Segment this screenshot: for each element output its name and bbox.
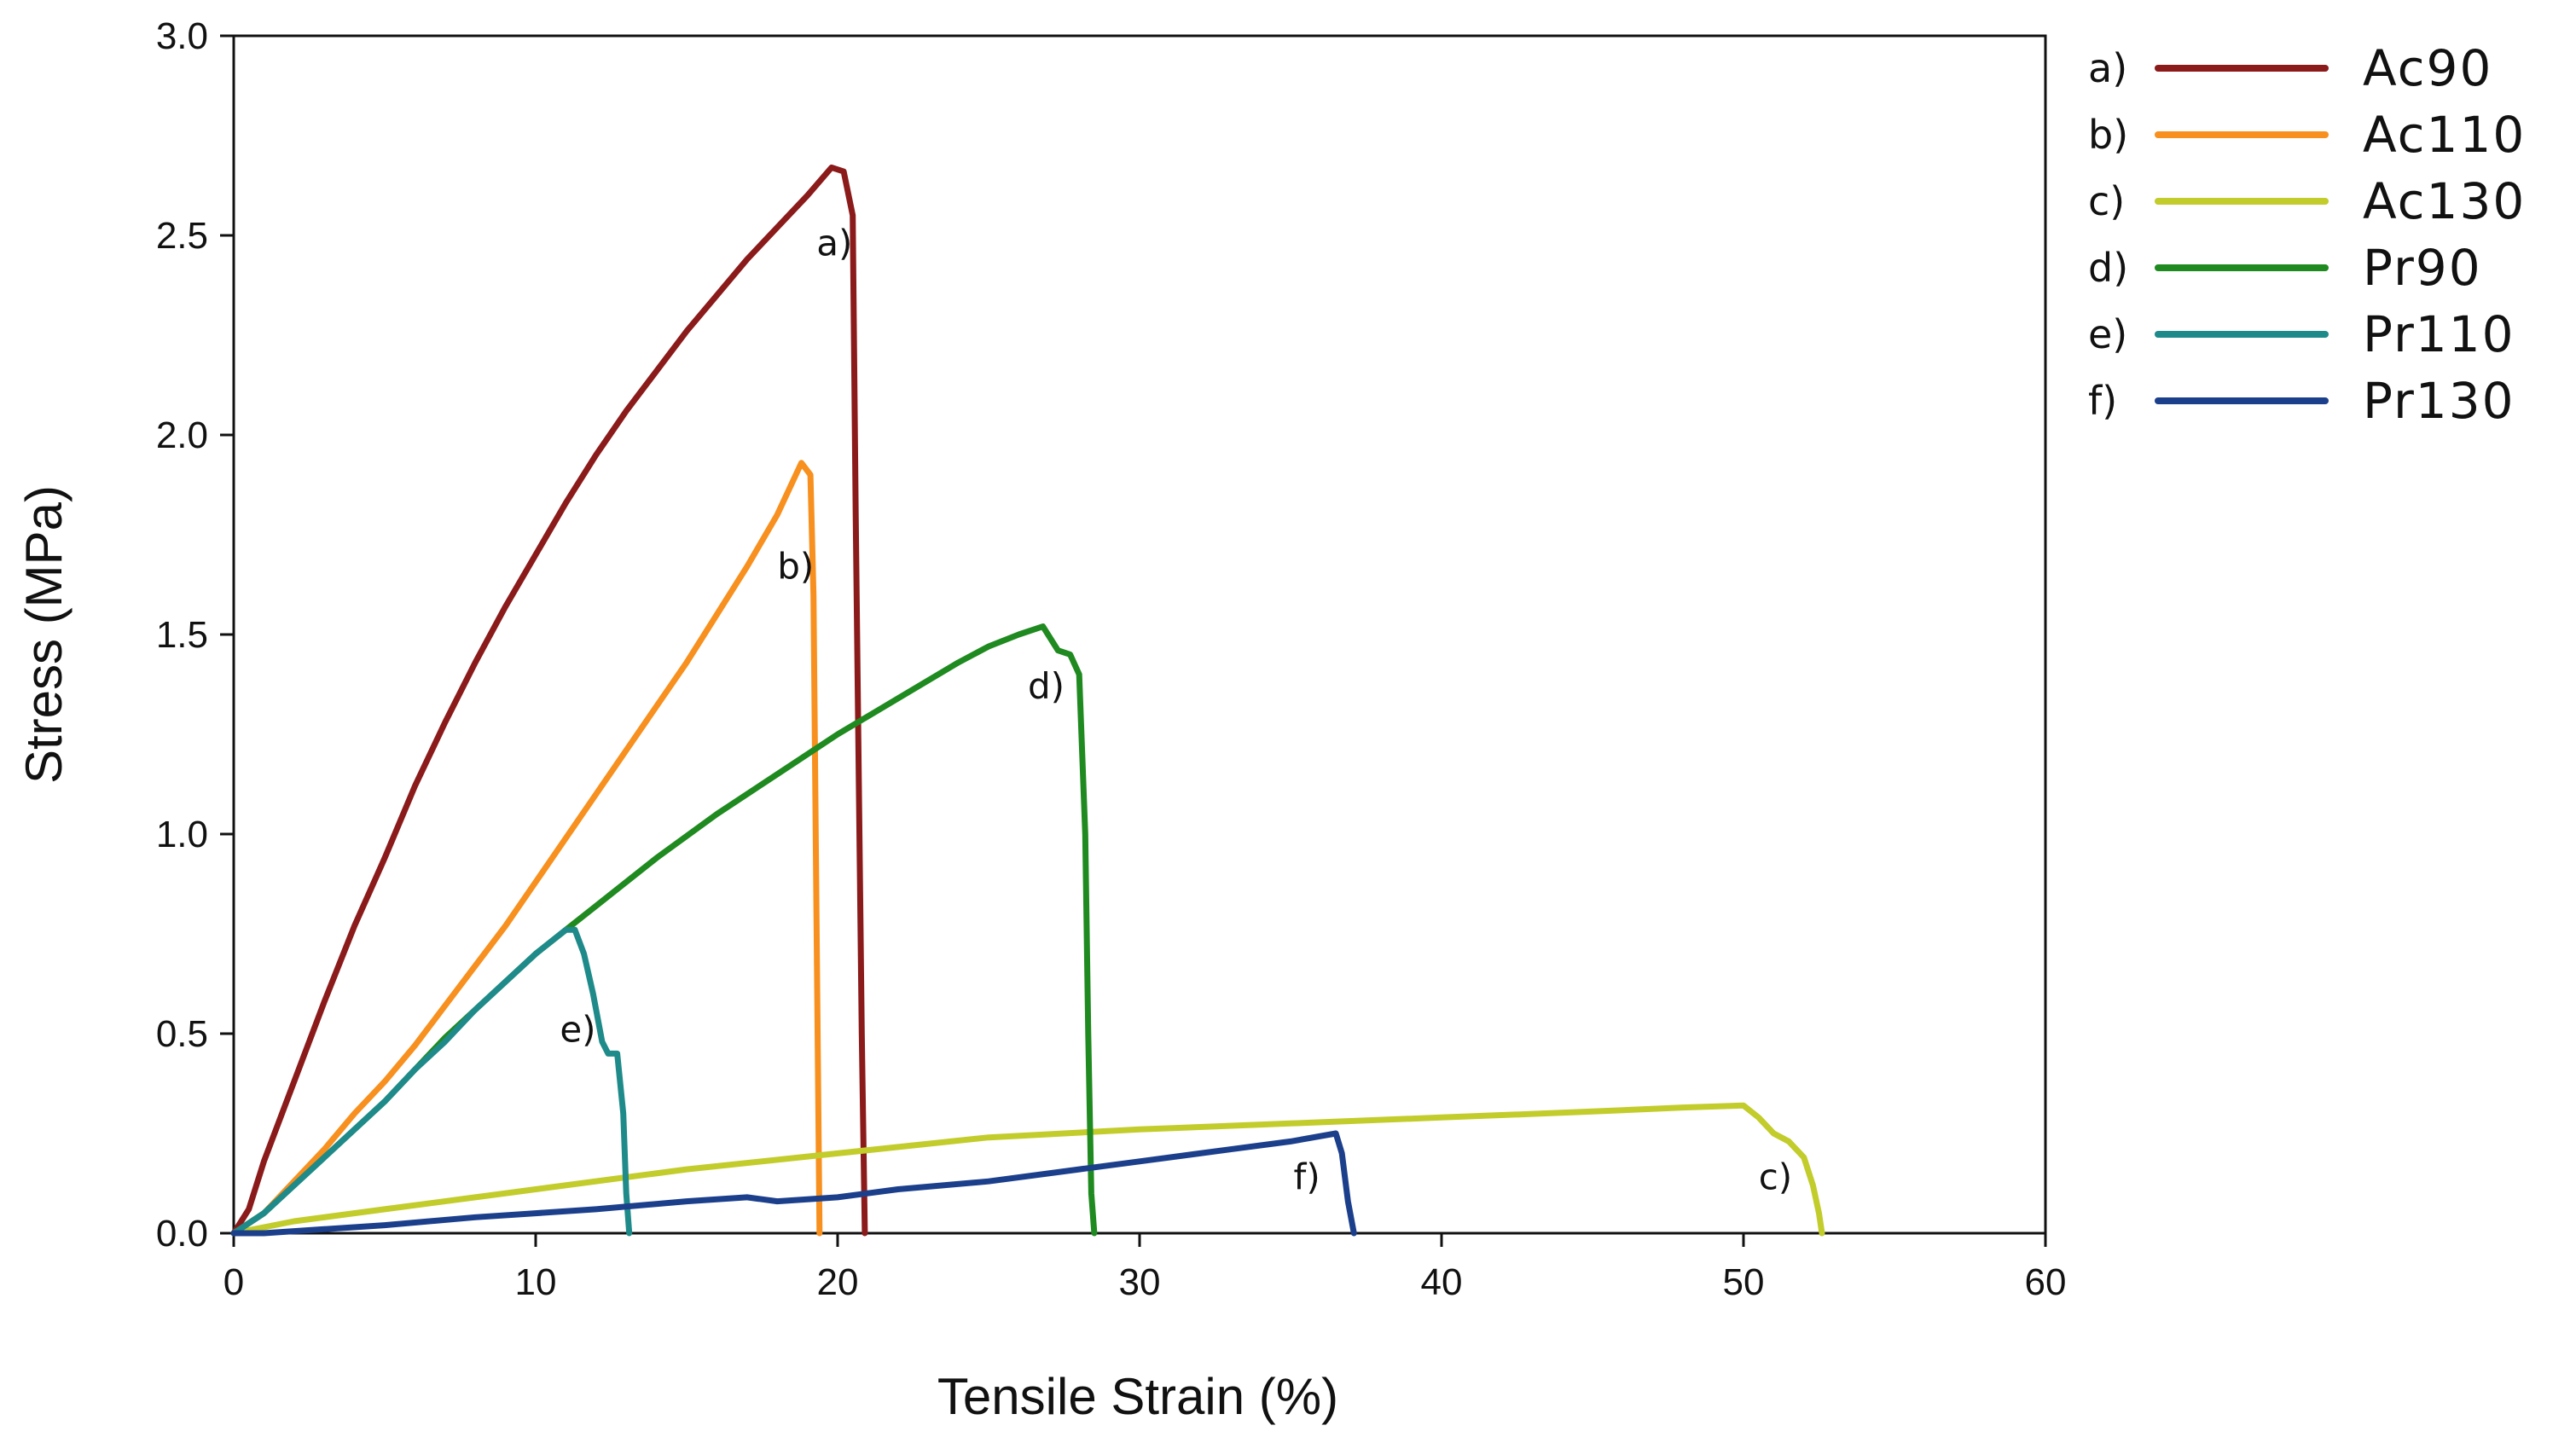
curve-label-c: c) bbox=[1759, 1156, 1792, 1198]
legend-key-ac110: b) bbox=[2088, 112, 2128, 158]
legend-key-ac90: a) bbox=[2088, 45, 2127, 91]
legend-label-ac130: Ac130 bbox=[2363, 172, 2526, 230]
x-tick-label: 60 bbox=[2025, 1261, 2067, 1303]
y-tick-label: 1.5 bbox=[156, 614, 208, 656]
x-tick-label: 0 bbox=[223, 1261, 244, 1303]
curve-label-b: b) bbox=[777, 545, 814, 587]
y-tick-label: 3.0 bbox=[156, 15, 208, 57]
x-tick-label: 10 bbox=[515, 1261, 557, 1303]
curve-label-d: d) bbox=[1028, 665, 1065, 707]
x-tick-label: 50 bbox=[1723, 1261, 1765, 1303]
y-tick-label: 0.5 bbox=[156, 1013, 208, 1055]
x-tick-label: 40 bbox=[1421, 1261, 1463, 1303]
legend-key-pr110: e) bbox=[2088, 311, 2127, 357]
y-axis-title: Stress (MPa) bbox=[15, 485, 73, 784]
curve-label-e: e) bbox=[560, 1008, 595, 1050]
legend-label-ac90: Ac90 bbox=[2363, 39, 2492, 97]
y-tick-label: 1.0 bbox=[156, 814, 208, 855]
legend-label-ac110: Ac110 bbox=[2363, 106, 2526, 164]
legend-label-pr110: Pr110 bbox=[2363, 305, 2515, 363]
legend-label-pr90: Pr90 bbox=[2363, 239, 2482, 297]
y-tick-label: 0.0 bbox=[156, 1213, 208, 1255]
y-tick-label: 2.5 bbox=[156, 215, 208, 257]
legend-label-pr130: Pr130 bbox=[2363, 372, 2515, 430]
curve-label-a: a) bbox=[816, 222, 852, 264]
series-line-pr130 bbox=[230, 1130, 1357, 1237]
x-tick-label: 20 bbox=[817, 1261, 859, 1303]
series-line-ac90 bbox=[230, 164, 868, 1237]
x-tick-label: 30 bbox=[1119, 1261, 1161, 1303]
y-tick-label: 2.0 bbox=[156, 414, 208, 456]
series-line-ac130 bbox=[230, 1102, 1825, 1237]
series-line-pr110 bbox=[230, 926, 633, 1237]
curve-label-f: f) bbox=[1294, 1156, 1320, 1198]
series-line-ac110 bbox=[230, 460, 823, 1237]
x-axis-title: Tensile Strain (%) bbox=[937, 1368, 1338, 1425]
legend-key-ac130: c) bbox=[2088, 178, 2125, 224]
legend-key-pr90: d) bbox=[2088, 245, 2128, 291]
legend-key-pr130: f) bbox=[2088, 378, 2117, 424]
